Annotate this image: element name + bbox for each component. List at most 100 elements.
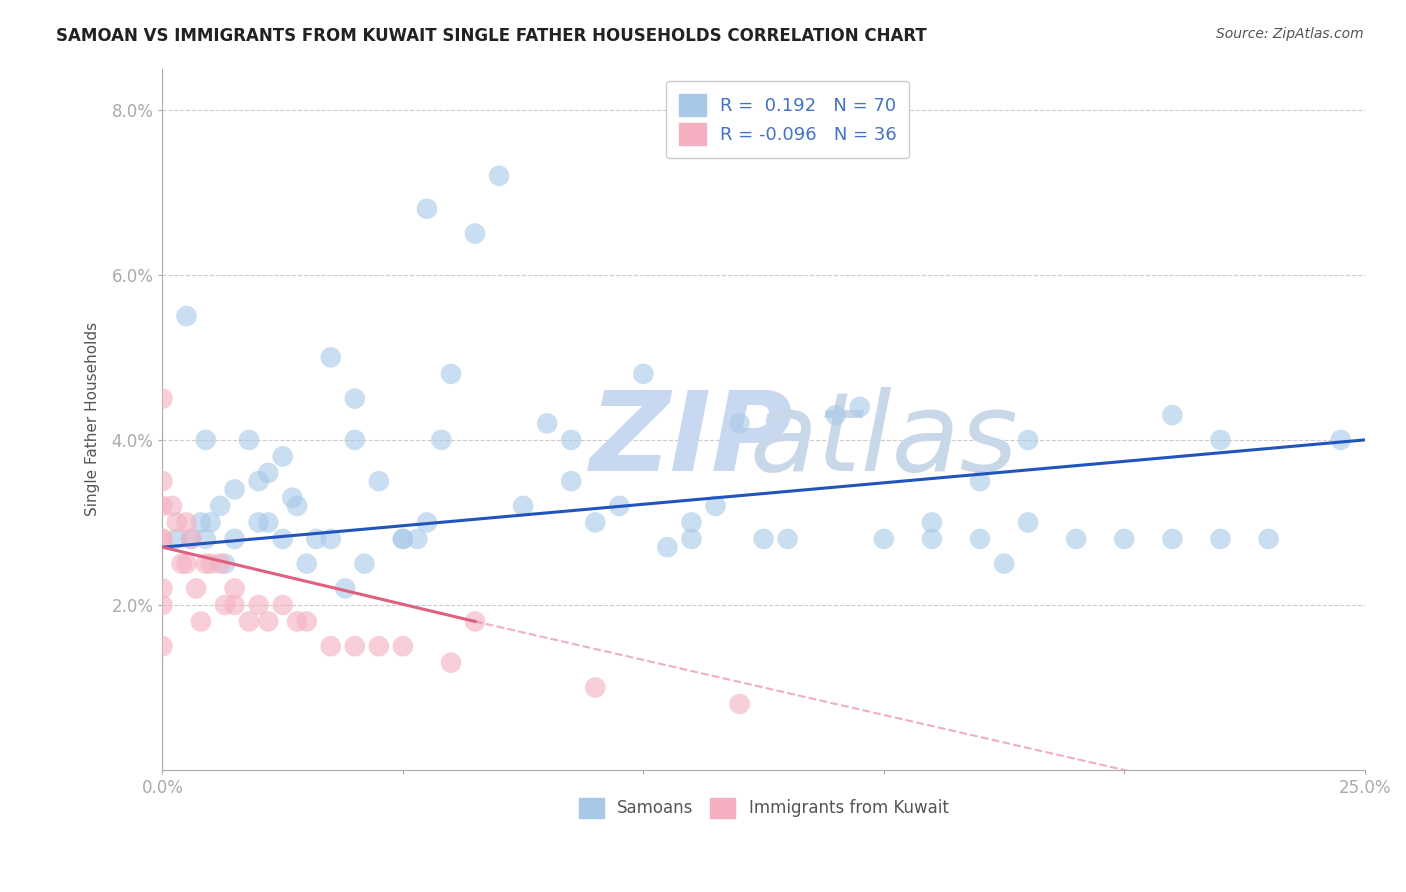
Text: SAMOAN VS IMMIGRANTS FROM KUWAIT SINGLE FATHER HOUSEHOLDS CORRELATION CHART: SAMOAN VS IMMIGRANTS FROM KUWAIT SINGLE … — [56, 27, 927, 45]
Point — [392, 532, 415, 546]
Text: atlas: atlas — [749, 387, 1018, 494]
Point — [583, 681, 606, 695]
Point — [180, 532, 202, 546]
Point — [184, 582, 207, 596]
Point — [295, 615, 318, 629]
Point — [257, 516, 280, 530]
Point — [681, 532, 703, 546]
Point — [152, 582, 174, 596]
Point — [536, 417, 558, 431]
Point — [430, 433, 453, 447]
Point — [166, 532, 188, 546]
Point — [1161, 532, 1184, 546]
Point — [392, 639, 415, 653]
Point — [238, 433, 260, 447]
Point — [209, 557, 232, 571]
Point — [209, 499, 232, 513]
Point — [200, 516, 222, 530]
Point — [873, 532, 896, 546]
Point — [392, 532, 415, 546]
Point — [247, 516, 270, 530]
Point — [247, 474, 270, 488]
Point — [224, 598, 246, 612]
Point — [305, 532, 328, 546]
Point — [343, 433, 366, 447]
Point — [1209, 433, 1232, 447]
Point — [1161, 408, 1184, 422]
Y-axis label: Single Father Households: Single Father Households — [86, 322, 100, 516]
Point — [295, 557, 318, 571]
Point — [728, 697, 751, 711]
Point — [440, 656, 463, 670]
Point — [353, 557, 375, 571]
Point — [416, 516, 439, 530]
Point — [776, 532, 799, 546]
Point — [921, 532, 943, 546]
Point — [176, 309, 198, 323]
Text: ZIP: ZIP — [589, 387, 793, 494]
Point — [180, 532, 202, 546]
Point — [367, 639, 389, 653]
Point — [271, 450, 294, 464]
Point — [152, 392, 174, 406]
Point — [176, 516, 198, 530]
Point — [406, 532, 429, 546]
Point — [257, 466, 280, 480]
Point — [367, 474, 389, 488]
Point — [1017, 516, 1039, 530]
Point — [752, 532, 775, 546]
Point — [1257, 532, 1279, 546]
Point — [194, 433, 217, 447]
Point — [440, 367, 463, 381]
Point — [247, 598, 270, 612]
Point — [271, 532, 294, 546]
Point — [824, 408, 846, 422]
Point — [319, 532, 342, 546]
Point — [281, 491, 304, 505]
Point — [728, 417, 751, 431]
Point — [224, 532, 246, 546]
Point — [343, 392, 366, 406]
Point — [488, 169, 510, 183]
Point — [214, 557, 236, 571]
Point — [285, 615, 308, 629]
Point — [238, 615, 260, 629]
Point — [849, 400, 872, 414]
Point — [194, 532, 217, 546]
Point — [152, 532, 174, 546]
Point — [257, 615, 280, 629]
Point — [190, 615, 212, 629]
Point — [1114, 532, 1136, 546]
Point — [160, 499, 183, 513]
Point — [681, 516, 703, 530]
Text: Source: ZipAtlas.com: Source: ZipAtlas.com — [1216, 27, 1364, 41]
Point — [166, 516, 188, 530]
Point — [152, 598, 174, 612]
Point — [214, 598, 236, 612]
Point — [993, 557, 1015, 571]
Point — [921, 516, 943, 530]
Point — [1330, 433, 1353, 447]
Point — [152, 499, 174, 513]
Point — [176, 557, 198, 571]
Point — [464, 615, 486, 629]
Point — [152, 639, 174, 653]
Point — [285, 499, 308, 513]
Point — [1017, 433, 1039, 447]
Point — [704, 499, 727, 513]
Point — [1209, 532, 1232, 546]
Point — [335, 582, 357, 596]
Point — [560, 433, 582, 447]
Point — [319, 351, 342, 365]
Point — [583, 516, 606, 530]
Point — [319, 639, 342, 653]
Point — [633, 367, 655, 381]
Point — [969, 532, 991, 546]
Point — [416, 202, 439, 216]
Point — [224, 582, 246, 596]
Point — [969, 474, 991, 488]
Point — [657, 540, 679, 554]
Point — [200, 557, 222, 571]
Point — [170, 557, 193, 571]
Point — [152, 474, 174, 488]
